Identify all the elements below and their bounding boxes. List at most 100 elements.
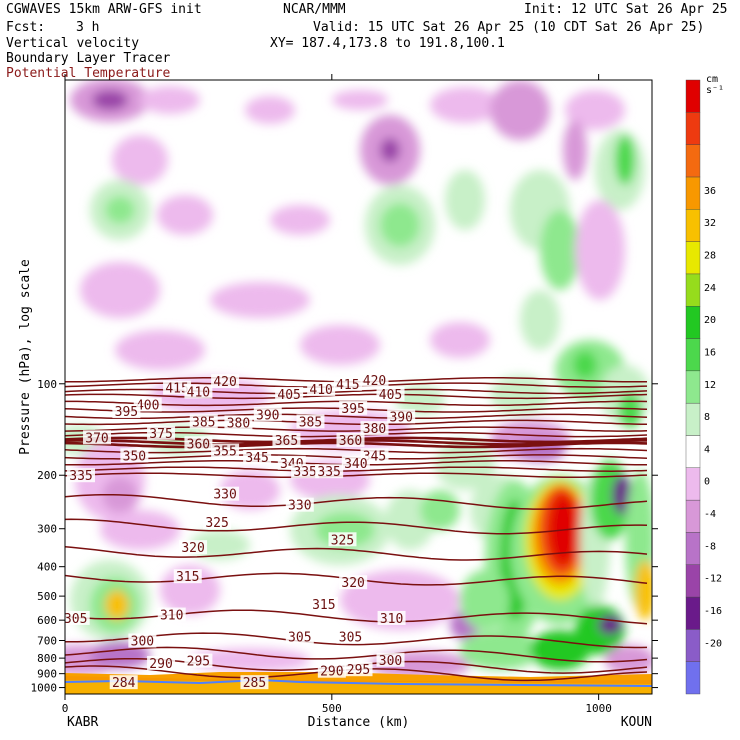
theta-label: 285 <box>243 676 266 691</box>
theta-label: 390 <box>256 408 279 423</box>
theta-label-bg <box>315 464 344 479</box>
theta-contour-305 <box>65 632 648 649</box>
theta-contour-330 <box>65 493 648 510</box>
colorbar-label: -16 <box>704 606 722 617</box>
theta-label-bg <box>120 448 149 463</box>
theta-label: 335 <box>69 469 92 484</box>
theta-label: 330 <box>288 499 311 514</box>
theta-label: 340 <box>344 457 367 472</box>
theta-label: 380 <box>227 416 250 431</box>
theta-label-bg <box>376 386 405 401</box>
theta-label-bg <box>333 376 362 391</box>
theta-label: 380 <box>363 422 386 437</box>
theta-contour-340 <box>65 466 648 472</box>
theta-label: 330 <box>213 488 236 503</box>
theta-contour-335 <box>65 472 648 478</box>
theta-label-bg <box>184 384 213 399</box>
theta-label: 360 <box>187 437 210 452</box>
theta-label-bg <box>387 409 416 424</box>
colorbar-label: 20 <box>704 315 716 326</box>
theta-label: 305 <box>288 631 311 646</box>
theta-label-bg <box>179 540 208 555</box>
theta-contour-320 <box>65 546 648 561</box>
theta-label: 325 <box>331 533 354 548</box>
theta-contour-390 <box>65 413 648 420</box>
colorbar-label: 0 <box>704 477 710 488</box>
theta-label: 295 <box>187 655 210 670</box>
theta-label-bg <box>163 380 192 395</box>
theta-label-bg <box>275 386 304 401</box>
theta-label-bg <box>147 655 176 670</box>
org-label: NCAR/MMM <box>283 2 346 17</box>
theta-label: 290 <box>320 665 343 680</box>
model-title: CGWAVES 15km ARW-GFS init <box>6 2 202 17</box>
colorbar-swatch <box>685 306 701 339</box>
colorbar-label: -8 <box>704 541 716 552</box>
theta-label: 405 <box>379 388 402 403</box>
colorbar-label: 24 <box>704 283 716 294</box>
colorbar-swatch <box>685 532 701 565</box>
field-potential-temperature: Potential Temperature <box>6 66 171 81</box>
y-tick-label: 200 <box>37 469 57 482</box>
theta-label-bg <box>211 486 240 501</box>
theta-label-bg <box>109 675 138 690</box>
theta-label: 290 <box>149 657 172 672</box>
theta-label: 400 <box>136 398 159 413</box>
theta-label-bg <box>243 449 272 464</box>
theta-label: 320 <box>181 541 204 556</box>
theta-label-bg <box>336 629 365 644</box>
theta-label-bg <box>272 432 301 447</box>
theta-label-bg <box>339 575 368 590</box>
theta-label-bg <box>285 629 314 644</box>
colorbar-swatch <box>685 79 701 113</box>
theta-label: 325 <box>205 516 228 531</box>
theta-label: 284 <box>112 676 136 691</box>
colorbar-label: 8 <box>704 412 710 423</box>
theta-label-bg <box>224 415 253 430</box>
field-boundary-layer-tracer: Boundary Layer Tracer <box>6 51 171 66</box>
colorbar: -20 -16 -12 -8 -4 0 4 8 12 16 20 24 28 32 36 <box>685 79 722 695</box>
endpoint-left: KABR <box>67 715 98 730</box>
forecast-label: Fcst: <box>6 20 46 35</box>
valid-time: Valid: 15 UTC Sat 26 Apr 25 (10 CDT Sat … <box>313 20 705 35</box>
colorbar-swatch <box>685 564 701 598</box>
y-tick-label: 100 <box>37 378 57 391</box>
theta-label-bg <box>291 464 320 479</box>
theta-label: 415 <box>336 378 359 393</box>
theta-label: 410 <box>309 383 332 398</box>
theta-label: 355 <box>213 445 236 460</box>
theta-label: 310 <box>160 609 183 624</box>
theta-label-bg <box>147 425 176 440</box>
y-tick-label: 800 <box>37 652 57 665</box>
x-tick-label: 500 <box>322 702 342 715</box>
theta-label-bg <box>173 569 202 584</box>
y-tick-label: 1000 <box>31 682 58 695</box>
theta-label: 305 <box>339 631 362 646</box>
theta-label-bg <box>133 397 162 412</box>
theta-label: 350 <box>123 449 146 464</box>
theta-label-bg <box>157 607 186 622</box>
forecast-hour: 3 h <box>76 20 100 35</box>
colorbar-label: 28 <box>704 251 716 262</box>
theta-label-bg <box>296 414 325 429</box>
y-tick-label: 900 <box>37 668 57 681</box>
colorbar-label: 32 <box>704 218 716 229</box>
endpoint-right: KOUN <box>621 715 652 730</box>
theta-label: 410 <box>187 385 210 400</box>
colorbar-swatch <box>685 209 701 242</box>
theta-contour-385 <box>65 419 648 426</box>
theta-label: 420 <box>363 374 386 389</box>
theta-label: 305 <box>64 612 87 627</box>
colorbar-swatch <box>685 499 701 533</box>
colorbar-swatch <box>685 112 701 145</box>
theta-label-bg <box>377 610 406 625</box>
theta-label: 360 <box>339 434 362 449</box>
colorbar-swatch <box>685 596 701 630</box>
theta-label-bg <box>253 407 282 422</box>
theta-label-bg <box>317 663 346 678</box>
colorbar-label: -20 <box>704 638 722 649</box>
theta-label: 365 <box>275 434 298 449</box>
theta-label-bg <box>336 432 365 447</box>
